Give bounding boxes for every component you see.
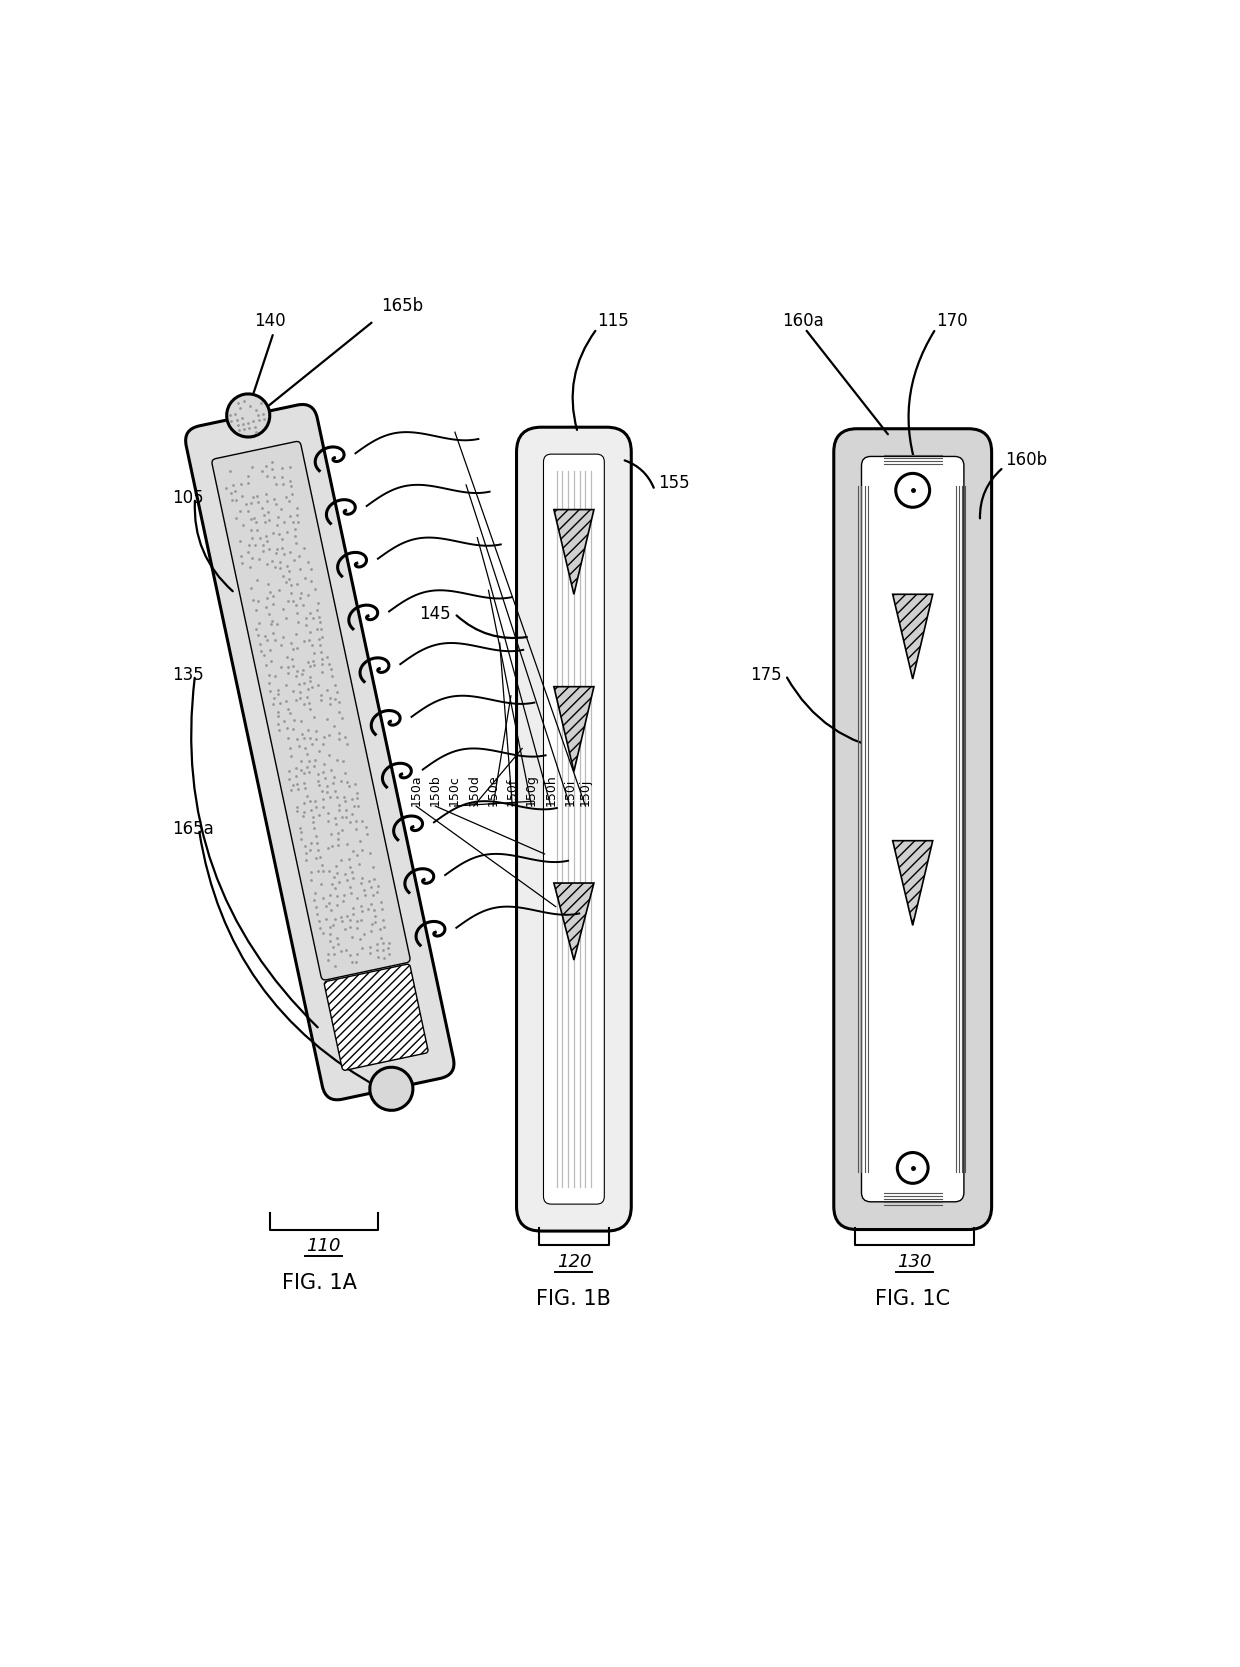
Text: 160b: 160b — [1006, 450, 1048, 468]
Text: 145: 145 — [419, 605, 450, 622]
FancyBboxPatch shape — [212, 442, 410, 980]
Circle shape — [370, 1067, 413, 1110]
Text: 150i: 150i — [563, 778, 577, 807]
Text: 140: 140 — [254, 312, 286, 330]
Text: 105: 105 — [172, 488, 203, 507]
Text: 165b: 165b — [382, 297, 424, 315]
Text: 130: 130 — [898, 1252, 932, 1270]
Text: 150h: 150h — [544, 773, 557, 807]
Text: 160a: 160a — [781, 312, 823, 330]
FancyBboxPatch shape — [517, 427, 631, 1230]
FancyBboxPatch shape — [325, 964, 428, 1070]
FancyBboxPatch shape — [833, 428, 992, 1230]
Polygon shape — [893, 593, 932, 678]
Text: 170: 170 — [936, 312, 967, 330]
Text: FIG. 1C: FIG. 1C — [875, 1289, 950, 1309]
Text: 150j: 150j — [579, 778, 591, 807]
Text: 165a: 165a — [172, 820, 213, 839]
Text: 120: 120 — [557, 1252, 591, 1270]
FancyBboxPatch shape — [862, 457, 963, 1202]
Text: 115: 115 — [596, 312, 629, 330]
FancyBboxPatch shape — [186, 405, 454, 1100]
Circle shape — [898, 1152, 928, 1184]
Text: 150b: 150b — [429, 773, 441, 807]
Text: 150g: 150g — [525, 773, 538, 807]
Text: 150c: 150c — [448, 775, 461, 807]
FancyBboxPatch shape — [543, 453, 604, 1204]
Text: FIG. 1A: FIG. 1A — [283, 1274, 357, 1294]
Text: 150a: 150a — [409, 775, 423, 807]
Text: FIG. 1B: FIG. 1B — [537, 1289, 611, 1309]
Text: 110: 110 — [306, 1237, 341, 1255]
Text: 150d: 150d — [467, 773, 480, 807]
Text: 175: 175 — [750, 667, 781, 683]
Polygon shape — [554, 884, 594, 960]
Polygon shape — [893, 840, 932, 925]
Polygon shape — [554, 510, 594, 593]
Circle shape — [895, 473, 930, 507]
Text: 135: 135 — [172, 667, 203, 683]
Text: 150e: 150e — [486, 775, 500, 807]
Circle shape — [227, 393, 270, 437]
Text: 150f: 150f — [506, 777, 518, 807]
Polygon shape — [554, 687, 594, 772]
Text: 155: 155 — [658, 473, 691, 492]
